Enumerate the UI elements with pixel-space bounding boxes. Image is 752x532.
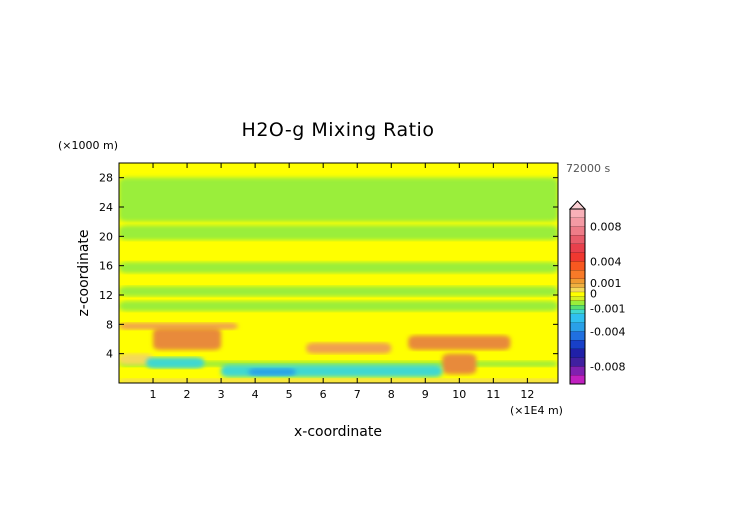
colorbar-swatch	[570, 252, 585, 262]
colorbar-swatch	[570, 357, 585, 367]
colorbar-swatch	[570, 314, 585, 324]
y-tick-label: 24	[99, 201, 113, 214]
colorbar-swatch	[570, 283, 585, 289]
y-unit-label: (×1000 m)	[58, 139, 118, 152]
colorbar-swatch	[570, 331, 585, 341]
colorbar-swatch	[570, 270, 585, 280]
x-tick-label: 9	[422, 388, 429, 401]
x-tick-label: 8	[388, 388, 395, 401]
colorbar-swatch	[570, 235, 585, 245]
contour-region	[119, 225, 558, 240]
colorbar-swatch	[570, 375, 585, 385]
colorbar-swatch	[570, 300, 585, 306]
colorbar-swatch	[570, 322, 585, 332]
colorbar-tick-label: 0.004	[590, 256, 622, 269]
x-tick-label: 5	[286, 388, 293, 401]
x-tick-label: 7	[354, 388, 361, 401]
contour-region	[306, 342, 392, 354]
contour-region	[248, 368, 296, 376]
contour-region	[119, 177, 558, 222]
colorbar-swatch	[570, 292, 585, 297]
x-tick-label: 11	[486, 388, 500, 401]
y-tick-label: 16	[99, 260, 113, 273]
y-tick-label: 8	[106, 318, 113, 331]
colorbar-swatch	[570, 296, 585, 302]
contour-field	[119, 177, 558, 383]
contour-region	[146, 357, 205, 369]
colorbar-tick-label: 0	[590, 288, 597, 301]
colorbar-tick-label: 0.001	[590, 277, 622, 290]
x-tick-label: 3	[218, 388, 225, 401]
chart-title: H2O-g Mixing Ratio	[242, 119, 435, 141]
contour-region	[119, 286, 558, 297]
contour-region	[408, 335, 511, 350]
colorbar-tick-label: -0.001	[590, 302, 625, 315]
plot-frame	[118, 162, 559, 384]
y-axis: 4 8 12 16 20 24 28	[99, 172, 558, 361]
colorbar-swatch	[570, 261, 585, 271]
y-tick-label: 12	[99, 289, 113, 302]
x-unit-label: (×1E4 m)	[510, 404, 563, 417]
x-tick-label: 12	[520, 388, 534, 401]
contour-region	[119, 353, 154, 365]
colorbar-tick-label: -0.004	[590, 326, 625, 339]
colorbar-swatch	[570, 217, 585, 227]
colorbar-swatch	[570, 305, 585, 311]
colorbar-swatch	[570, 366, 585, 376]
colorbar-tick-label: -0.008	[590, 361, 625, 374]
contour-region	[153, 328, 222, 350]
y-tick-label: 20	[99, 230, 113, 243]
time-label: 72000 s	[566, 162, 610, 175]
contour-region	[442, 353, 477, 375]
colorbar-extend-arrow	[568, 200, 587, 210]
colorbar-swatch	[570, 226, 585, 236]
colorbar-tick-label: 0.008	[590, 221, 622, 234]
y-axis-label: z-coordinate	[76, 229, 92, 316]
colorbar-swatch	[570, 209, 585, 219]
y-tick-label: 28	[99, 172, 113, 185]
colorbar-swatch	[570, 340, 585, 350]
y-tick-label: 4	[106, 348, 113, 361]
contour-region	[119, 262, 558, 273]
colorbar-swatch	[570, 244, 585, 254]
x-tick-label: 2	[184, 388, 191, 401]
x-tick-label: 10	[452, 388, 466, 401]
contour-region	[119, 322, 239, 330]
x-tick-label: 4	[252, 388, 259, 401]
colorbar-swatch	[570, 309, 585, 315]
colorbar-swatch	[570, 287, 585, 293]
x-axis-label: x-coordinate	[294, 424, 382, 440]
colorbar-swatch	[570, 349, 585, 359]
x-axis: 1 2 3 4 5 6 7 8 9 10 11 12	[150, 163, 534, 401]
x-tick-label: 1	[150, 388, 157, 401]
contour-region	[119, 300, 558, 312]
contour-region	[119, 378, 558, 383]
x-tick-label: 6	[320, 388, 327, 401]
colorbar-swatch	[570, 279, 585, 284]
